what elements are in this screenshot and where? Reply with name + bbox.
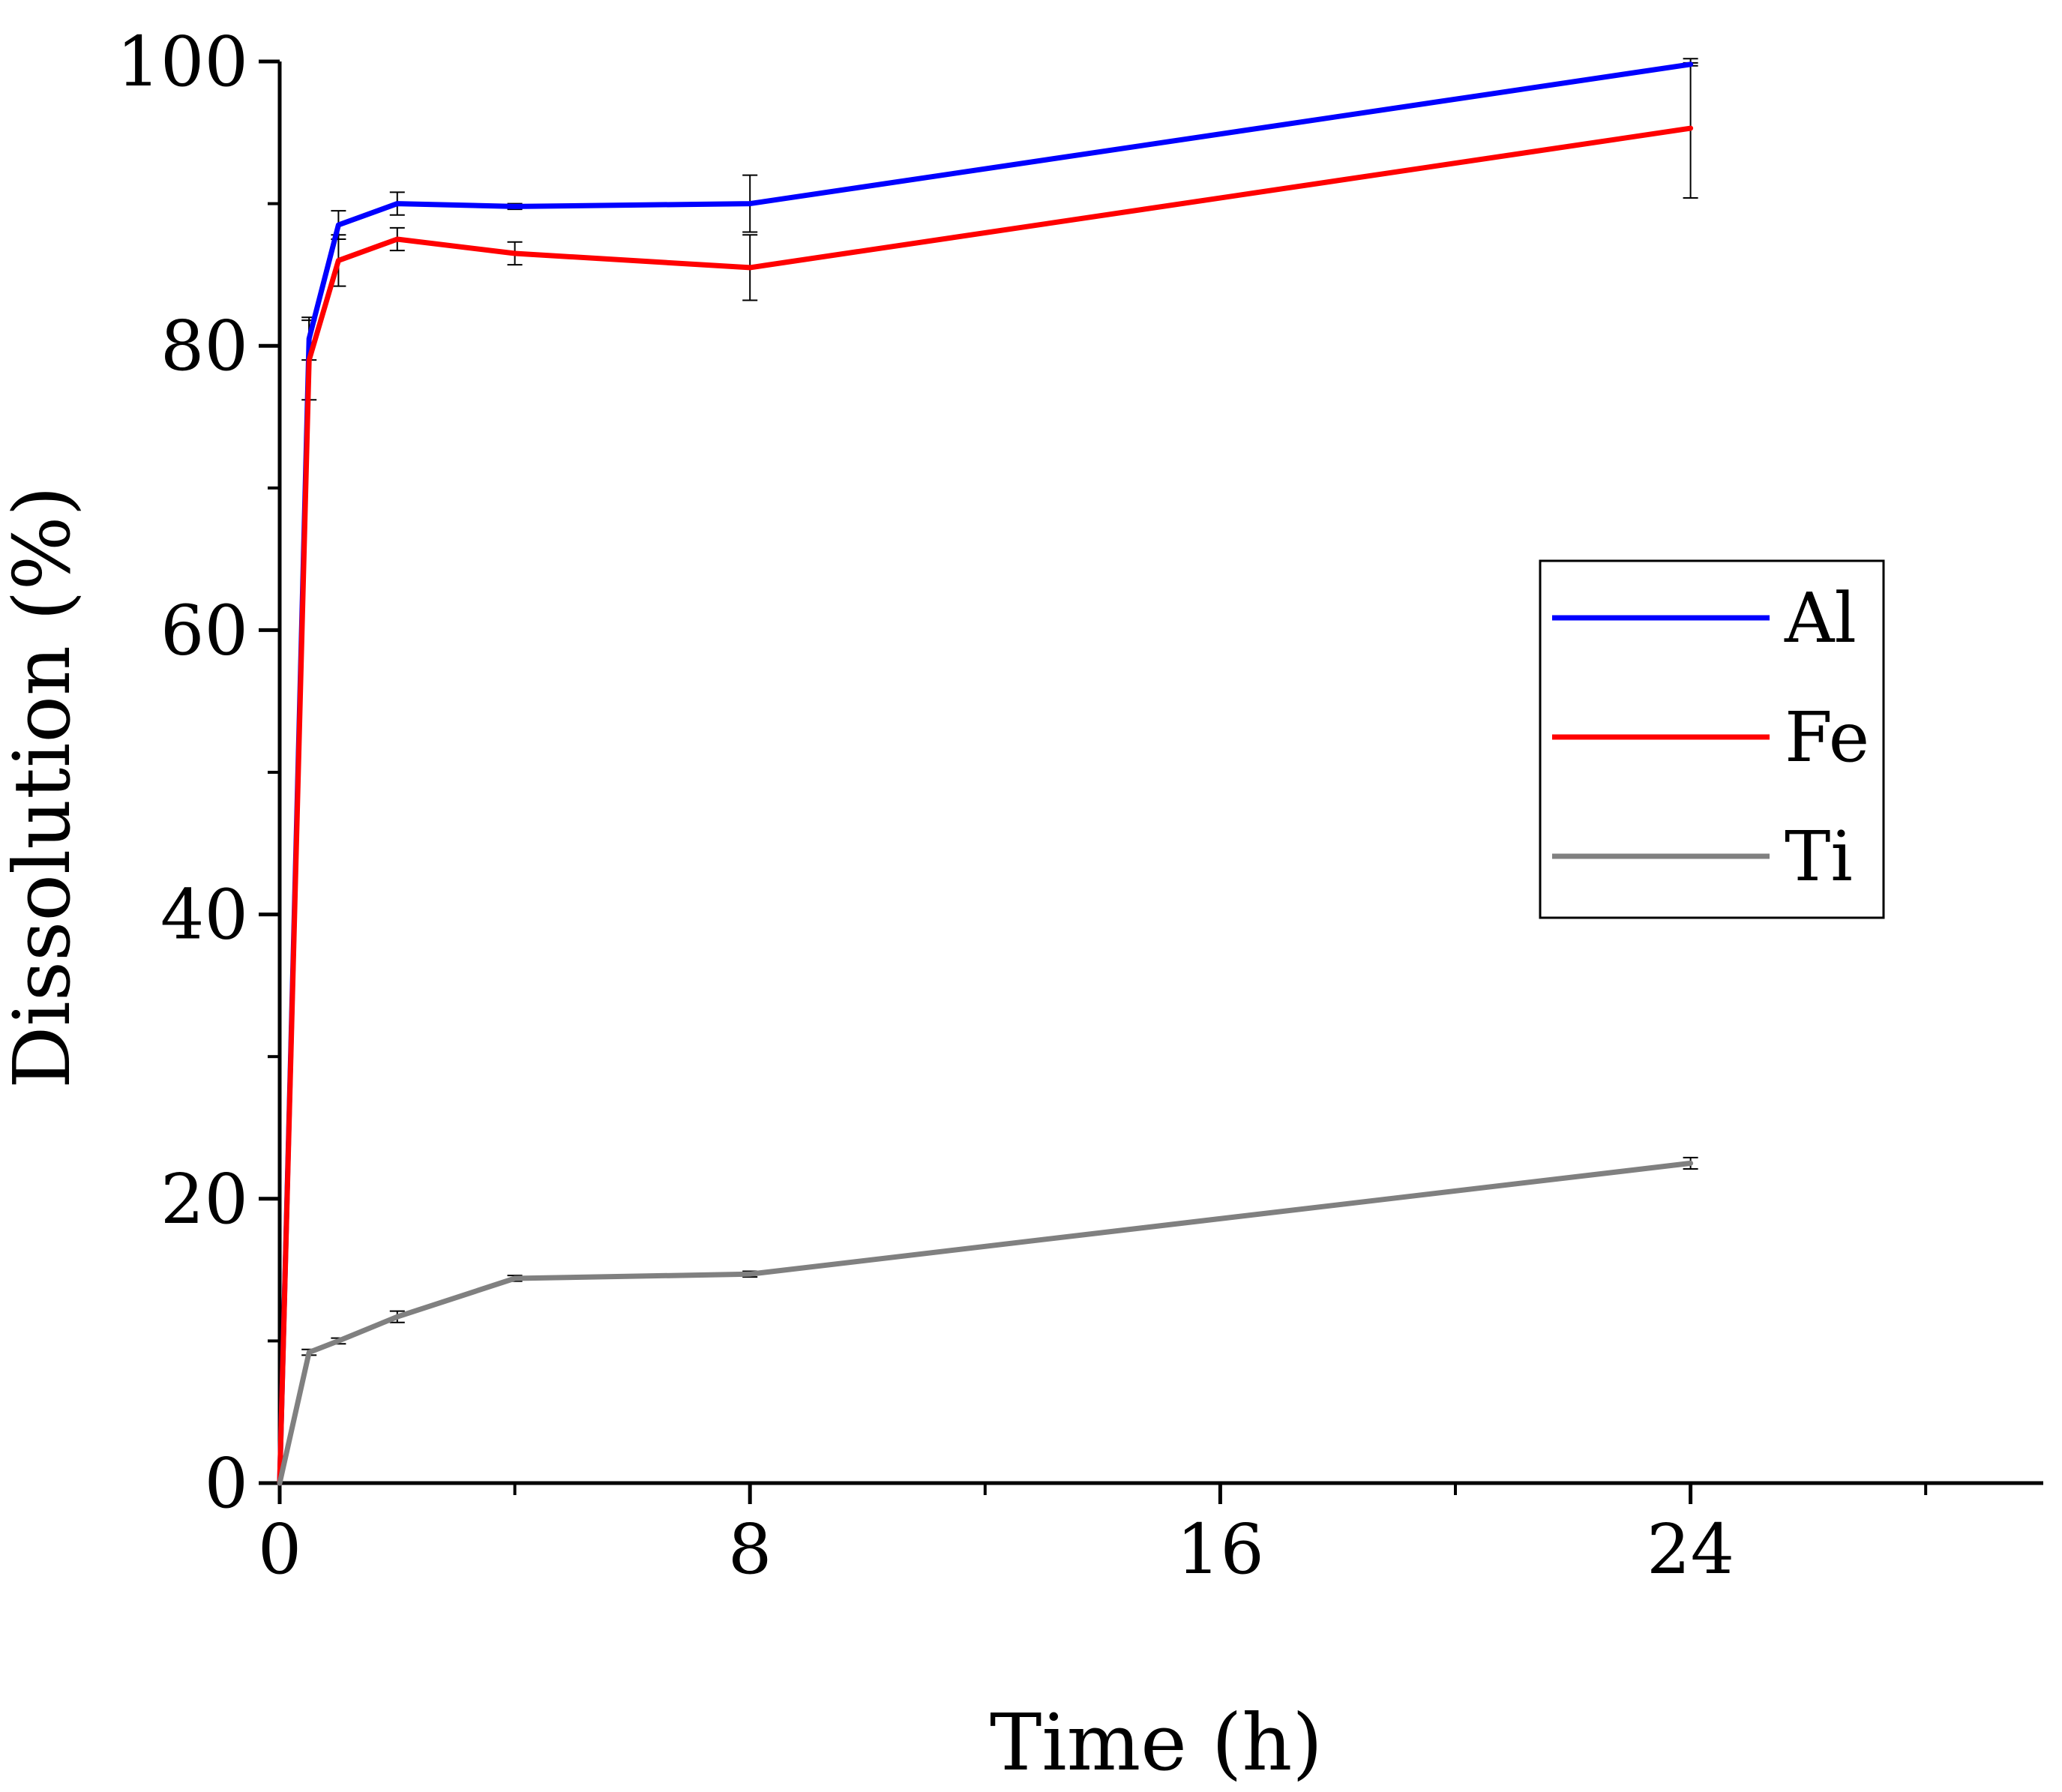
series-lines xyxy=(277,61,1694,1486)
x-tick-label: 0 xyxy=(258,1509,302,1590)
x-tick-label: 8 xyxy=(728,1509,772,1590)
y-tick-label: 100 xyxy=(116,22,248,102)
ti-series-line xyxy=(277,1160,1694,1486)
fe-series-line xyxy=(277,125,1694,1486)
y-tick-label: 20 xyxy=(160,1159,248,1239)
axes: 0 20 40 60 80 100 0 8 16 24 xyxy=(116,22,2043,1590)
x-tick-label: 16 xyxy=(1176,1509,1264,1590)
y-tick-label: 0 xyxy=(204,1443,248,1524)
legend-label-al: Al xyxy=(1784,578,1857,658)
x-tick-label: 24 xyxy=(1647,1509,1734,1590)
legend-label-ti: Ti xyxy=(1785,817,1853,897)
y-tick-label: 40 xyxy=(160,875,248,955)
x-axis-title: Time (h) xyxy=(990,1697,1323,1788)
y-axis-title: Dissolution (%) xyxy=(0,486,88,1089)
al-series-line xyxy=(277,61,1694,1486)
legend-label-fe: Fe xyxy=(1785,697,1869,778)
legend: Al Fe Ti xyxy=(1539,559,1885,919)
y-tick-label: 60 xyxy=(160,590,248,670)
y-tick-label: 80 xyxy=(160,306,248,386)
